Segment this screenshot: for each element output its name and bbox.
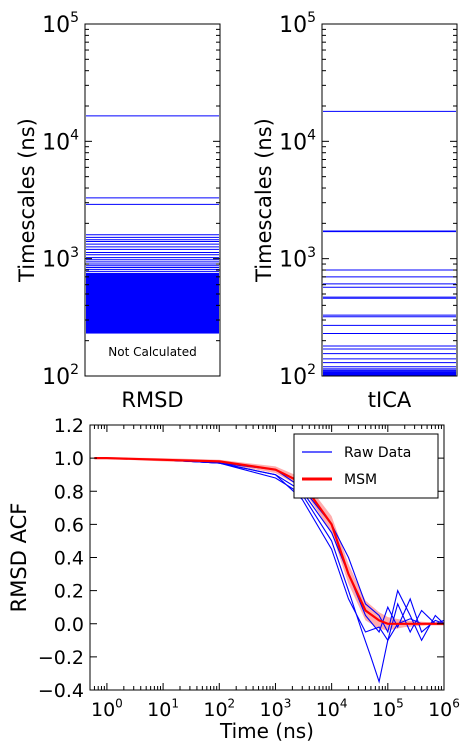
y-tick-label: 0.4 [54,548,84,570]
legend-box [293,433,439,499]
y-tick-label: 103 [42,245,79,273]
x-tick-label-exponent: 0 [115,696,123,710]
x-axis-label: tICA [368,388,412,412]
y-tick-label-base: 10 [42,365,70,390]
y-tick-label: 0.2 [54,581,84,603]
x-tick-label: 101 [147,696,179,721]
legend-label: MSM [344,472,377,488]
not-calculated-annotation: Not Calculated [108,345,197,359]
y-tick-label: −0.4 [38,680,84,702]
x-tick-label-base: 10 [372,699,396,721]
y-tick-label-exponent: 3 [70,245,79,261]
y-tick-label-exponent: 4 [70,127,79,143]
x-tick-label-exponent: 1 [171,696,179,710]
dense-timescale-band [86,273,219,334]
y-tick-label: 104 [42,127,79,155]
y-tick-label: 102 [42,362,79,390]
plot-frame [321,23,458,377]
x-tick-label: 105 [372,696,404,721]
x-tick-label: 100 [91,696,123,721]
x-axis-label: Time (ns) [219,719,314,743]
x-axis-label: RMSD [121,388,183,412]
y-tick-label-base: 10 [42,130,70,155]
y-tick-label: 104 [279,127,316,155]
x-tick-label-exponent: 4 [340,696,348,710]
y-tick-label-base: 10 [279,248,307,273]
y-tick-label: 0.0 [54,614,84,636]
x-tick-label-base: 10 [428,699,452,721]
y-tick-label-exponent: 4 [307,127,316,143]
x-tick-label-base: 10 [147,699,171,721]
y-tick-label: 103 [279,245,316,273]
x-tick-label: 106 [428,696,460,721]
y-tick-label-base: 10 [279,365,307,390]
y-tick-label: 1.2 [54,415,84,437]
x-tick-label: 104 [316,696,348,721]
y-tick-label: 105 [42,10,79,38]
y-axis-label: Timescales (ns) [252,118,276,283]
y-tick-label: 105 [279,10,316,38]
y-tick-label: 0.8 [54,481,84,503]
y-tick-label-base: 10 [42,13,70,38]
y-axis-label: RMSD ACF [7,503,31,613]
y-tick-label-exponent: 3 [307,245,316,261]
x-tick-label-exponent: 2 [228,696,236,710]
y-tick-label-base: 10 [279,13,307,38]
y-tick-label: −0.2 [38,647,84,669]
msm-uncertainty-band [94,457,445,631]
x-tick-label-base: 10 [203,699,227,721]
y-tick-label: 102 [279,362,316,390]
y-tick-label: 1.0 [54,448,84,470]
y-tick-label-base: 10 [42,248,70,273]
y-tick-label: 0.6 [54,514,84,536]
x-tick-label-base: 10 [316,699,340,721]
x-tick-label-exponent: 6 [452,696,460,710]
y-tick-label-exponent: 2 [307,362,316,378]
y-tick-label-exponent: 5 [70,10,79,26]
y-tick-label-exponent: 2 [70,362,79,378]
y-axis-label: Timescales (ns) [15,118,39,283]
x-tick-label-base: 10 [91,699,115,721]
legend-label: Raw Data [344,445,411,461]
x-tick-label: 103 [260,696,292,721]
msm-line [94,457,444,625]
y-tick-label-exponent: 5 [307,10,316,26]
x-tick-label-exponent: 3 [284,696,292,710]
y-tick-label-base: 10 [279,130,307,155]
x-tick-label: 102 [203,696,235,721]
x-tick-label-base: 10 [260,699,284,721]
x-tick-label-exponent: 5 [396,696,404,710]
